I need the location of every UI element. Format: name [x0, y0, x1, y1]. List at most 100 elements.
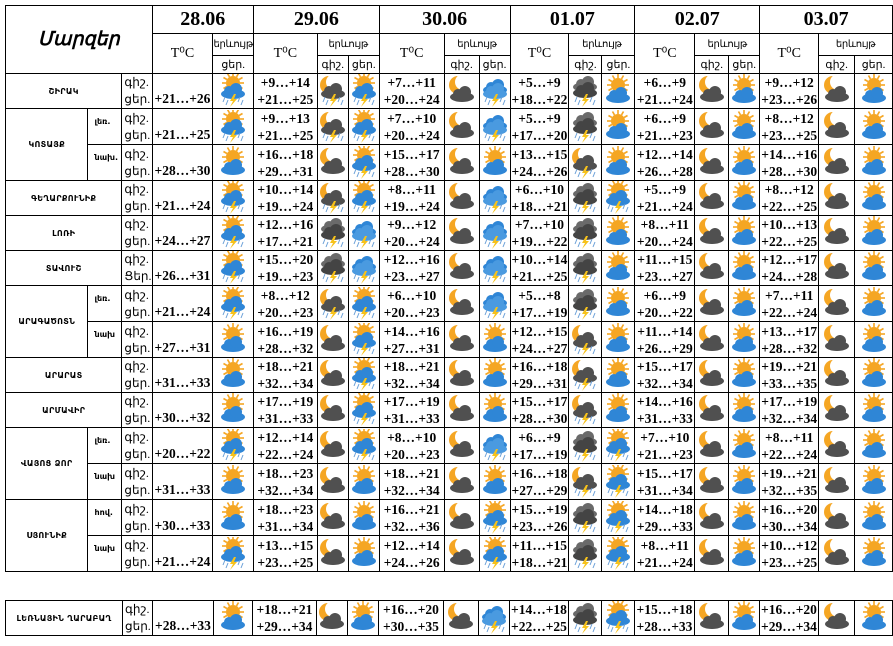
- date-header: 01.07: [509, 5, 636, 34]
- moon-cloud-icon: [448, 251, 474, 279]
- day-label: ցեր.: [124, 163, 151, 178]
- night-phenomenon: [316, 215, 349, 251]
- phenomenon-header: երևույթ: [568, 33, 636, 56]
- temperature-cell: +16…+21 +32…+36: [378, 499, 445, 536]
- sun-behind-cloud-icon: [482, 393, 507, 422]
- day-temperature: +17…+21: [257, 234, 314, 249]
- region-row: ՍՅՈՒՆԻՔ հով. գիշ. ցեր. +30…+33 +18…+23 +31…+34…: [4, 499, 893, 572]
- date-header: 28.06: [151, 5, 254, 34]
- night-phenomenon: [316, 463, 349, 500]
- day-temperature: +32…+34: [257, 376, 314, 391]
- night-temperature: +11…+15: [511, 537, 568, 553]
- day-temperature: +30…+34: [761, 518, 818, 534]
- night-phenomenon: [443, 285, 480, 322]
- phenomenon-header: երևույթ: [694, 33, 761, 56]
- day-temperature: +18…+21: [511, 554, 568, 570]
- night-label: գիշ.: [124, 537, 149, 552]
- day-phenomenon: [728, 427, 761, 464]
- day-phenomenon: [854, 108, 893, 145]
- rain-thunderstorm-cloud-icon: [482, 291, 507, 320]
- region-name: ԼՈՌԻ: [4, 215, 123, 251]
- temperature-cell: +6…+10 +20…+23: [378, 285, 445, 322]
- moon-cloud-icon: [698, 500, 724, 529]
- sun-behind-cloud-icon: [861, 286, 886, 316]
- moon-cloud-thunderstorm-icon: [572, 393, 598, 426]
- night-phenomenon: [568, 285, 603, 322]
- night-header: գիշ.: [818, 55, 856, 74]
- day-phenomenon: [347, 600, 379, 636]
- temperature-cell: +9…+14 +21…+25: [252, 73, 318, 109]
- night-temperature: +15…+18: [636, 602, 693, 617]
- night-temperature: +14…+16: [761, 146, 818, 162]
- sun-behind-cloud-icon: [861, 74, 886, 103]
- night-phenomenon: [818, 144, 856, 181]
- sun-behind-cloud-icon: [351, 464, 376, 494]
- day-phenomenon: [854, 321, 893, 358]
- night-phenomenon: [316, 321, 349, 358]
- night-temperature: +6…+9: [518, 429, 561, 445]
- night-temperature: +13…+15: [257, 537, 314, 553]
- day-temperature: +29…+31: [257, 163, 314, 179]
- region-name: ԱՐԱՐԱՏ: [4, 357, 123, 393]
- temperature-cell: +18…+21 +29…+34: [252, 600, 317, 636]
- day-phenomenon: [212, 321, 254, 358]
- night-phenomenon: [316, 499, 349, 536]
- moon-cloud-thunderstorm-icon: [319, 286, 345, 320]
- temperature-cell: +6…+9 +21…+23: [634, 108, 696, 145]
- night-temperature: +18…+21: [383, 465, 440, 481]
- temperature-cell: +16…+19 +28…+32: [252, 321, 318, 358]
- sun-behind-cloud-icon: [732, 536, 757, 566]
- moon-cloud-icon: [319, 601, 344, 629]
- day-temperature: +19…+24: [383, 199, 440, 214]
- rain-thunderstorm-cloud-icon: [482, 606, 506, 634]
- night-phenomenon: [316, 144, 349, 181]
- night-label: գիշ.: [124, 75, 149, 89]
- region-name: ՍՅՈՒՆԻՔ: [4, 499, 89, 572]
- night-temperature: +15…+17: [511, 394, 568, 409]
- temperature-cell: +6…+9 +21…+24: [634, 73, 696, 109]
- rain-thunderstorm-cloud-icon: [482, 221, 507, 249]
- night-temperature: +16…+21: [383, 501, 440, 517]
- day-temperature: +31…+33: [257, 411, 314, 426]
- dark-cloud-thunderstorm-icon: [573, 538, 598, 570]
- moon-cloud-icon: [448, 145, 474, 174]
- day-temperature: +19…+22: [511, 234, 568, 249]
- moon-cloud-icon: [698, 74, 724, 102]
- day-phenomenon: [601, 427, 636, 464]
- temperature-cell: +16…+18 +29…+31: [509, 357, 570, 393]
- day-temperature: +28…+33: [152, 600, 214, 636]
- day-phenomenon: [347, 357, 380, 393]
- day-phenomenon: [212, 357, 254, 393]
- region-row: ԳԵՂԱՐՔՈՒՆԻՔ գիշ. ցեր. +21…+24 +10…+14 +19…+24…: [4, 180, 893, 216]
- moon-cloud-icon: [823, 109, 849, 138]
- night-temperature: +14…+18: [636, 501, 693, 517]
- temperature-cell: +9…+12 +20…+24: [378, 215, 445, 251]
- day-phenomenon: [478, 180, 511, 216]
- night-phenomenon: [694, 108, 730, 145]
- day-temperature: +20…+23: [257, 304, 314, 320]
- night-day-label: գիշ. ցեր.: [121, 499, 153, 536]
- region-row: ՇԻՐԱԿ գիշ. ցեր. +21…+26 +9…+14 +21…+25 +7…+11 +…: [4, 73, 893, 109]
- night-day-label: գիշ. ցեր.: [121, 108, 153, 145]
- day-phenomenon: [347, 180, 380, 216]
- night-phenomenon: [694, 427, 730, 464]
- sun-behind-cloud-icon: [351, 500, 376, 530]
- region-row: ՎԱՅՈՑ ՁՈՐ լեռ. գիշ. ցեր. +20…+22 +12…+14 +22…+…: [4, 427, 893, 500]
- moon-cloud-icon: [319, 393, 345, 421]
- sun-cloud-thunderstorm-icon: [221, 181, 246, 214]
- night-phenomenon: [818, 499, 856, 536]
- night-temperature: +15…+19: [511, 501, 568, 517]
- night-temperature: +12…+16: [383, 252, 440, 267]
- rain-thunderstorm-cloud-icon: [482, 186, 507, 214]
- night-phenomenon: [818, 463, 856, 500]
- temperature-cell: +15…+17 +28…+30: [509, 392, 570, 428]
- temperature-header: T⁰C: [509, 33, 570, 74]
- day-temperature: +19…+23: [257, 269, 314, 284]
- moon-cloud-icon: [448, 181, 474, 209]
- day-phenomenon: [601, 215, 636, 251]
- day-phenomenon: [601, 392, 636, 428]
- moon-cloud-icon: [698, 464, 724, 493]
- night-temperature: +7…+10: [514, 217, 565, 232]
- moon-cloud-icon: [698, 428, 724, 457]
- night-temperature: +6…+10: [387, 287, 437, 303]
